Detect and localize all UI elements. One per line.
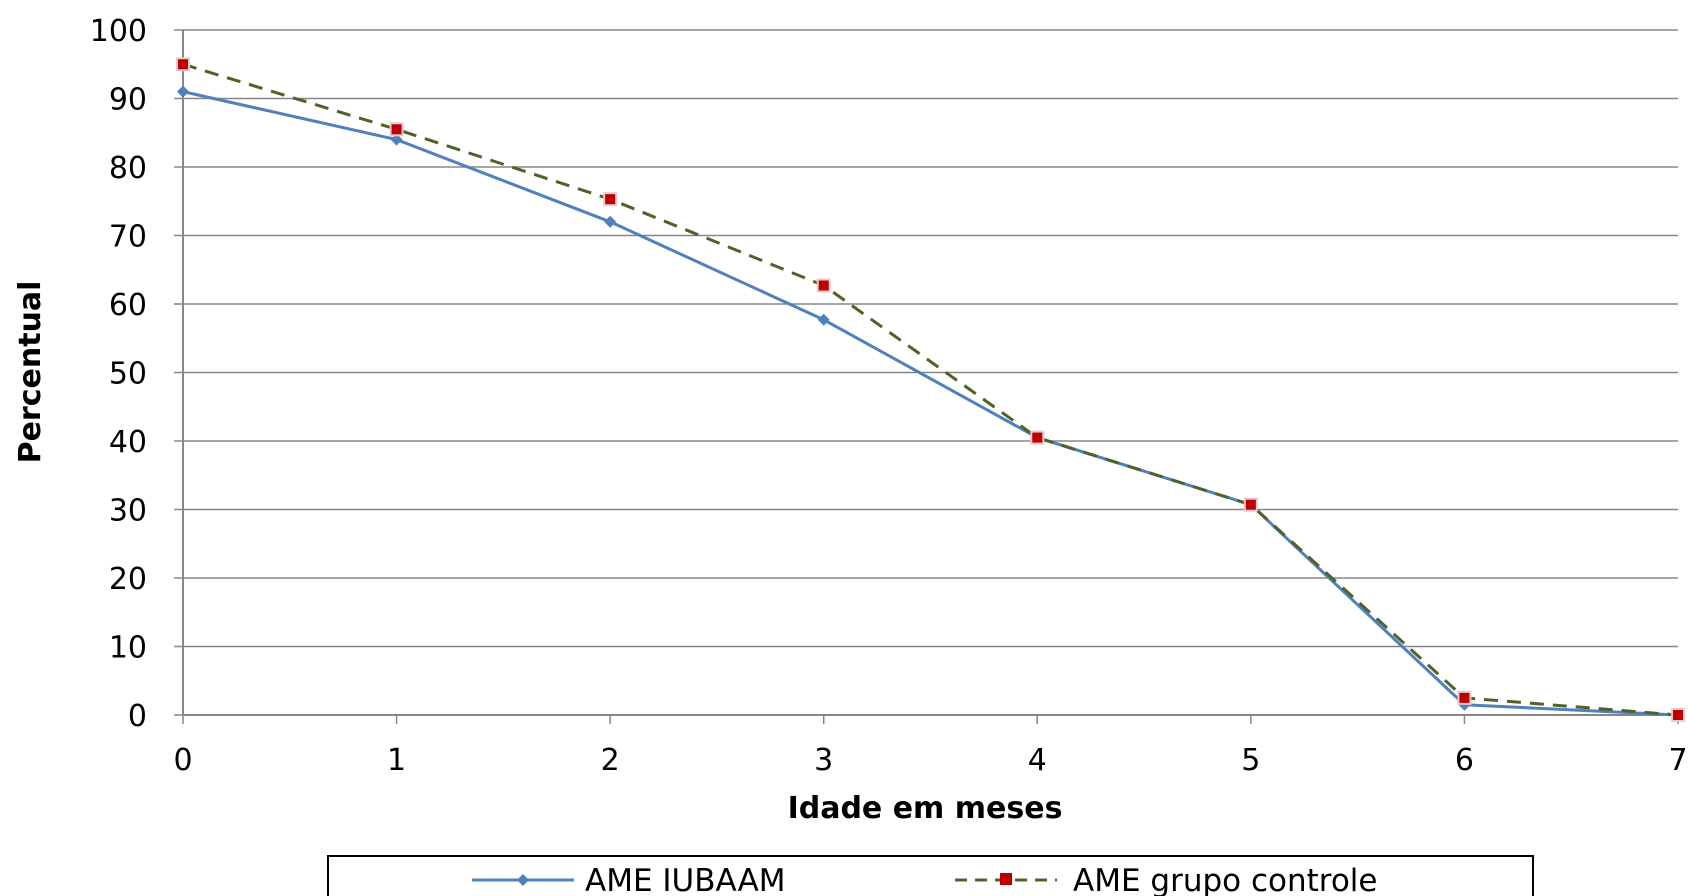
grid-lines [174, 29, 1679, 724]
data-point-series-2 [389, 122, 404, 137]
y-tick-label: 0 [128, 699, 147, 734]
data-point-series-1 [817, 313, 830, 326]
data-point-series-1 [390, 133, 403, 146]
legend-label-series-2: AME grupo controle [1073, 863, 1378, 896]
data-point-series-1 [604, 215, 617, 228]
y-tick-label: 50 [109, 357, 147, 392]
y-tick-label: 10 [109, 631, 147, 666]
series-layer [176, 57, 1685, 722]
x-tick-label: 1 [387, 743, 406, 778]
y-tick-label: 90 [109, 83, 147, 118]
legend-label-series-1: AME IUBAAM [585, 863, 786, 896]
y-tick-label: 20 [109, 562, 147, 597]
y-tick-label: 30 [109, 494, 147, 529]
series-line-2 [182, 62, 1679, 717]
x-tick-label: 3 [814, 743, 833, 778]
data-point-series-2 [176, 57, 190, 72]
y-tick-labels: 0 10 20 30 40 50 60 70 80 90 100 [90, 14, 147, 734]
data-point-series-2 [1243, 497, 1258, 512]
axes [182, 30, 1678, 716]
x-tick-label: 7 [1668, 743, 1687, 778]
data-point-series-1 [177, 85, 189, 98]
x-tick-label: 6 [1455, 743, 1474, 778]
x-tick-label: 4 [1028, 743, 1047, 778]
x-axis-title: Idade em meses [788, 791, 1063, 826]
data-point-series-2 [1671, 708, 1685, 722]
legend-marker-series-2 [1000, 873, 1012, 885]
legend-box [327, 855, 1534, 896]
data-point-series-2 [1457, 690, 1472, 705]
data-point-series-2 [603, 192, 618, 207]
x-tick-labels: 0 1 2 3 4 5 6 7 [173, 743, 1687, 778]
y-tick-label: 100 [90, 14, 147, 49]
legend-marker-series-1 [517, 874, 529, 886]
data-point-series-2 [816, 278, 831, 293]
y-axis-title: Percentual [13, 281, 48, 464]
legend: AME IUBAAM AME grupo controle [327, 855, 1534, 896]
y-tick-label: 80 [109, 151, 147, 186]
x-tick-label: 0 [173, 743, 192, 778]
series-line-1 [182, 90, 1679, 717]
x-tick-label: 5 [1241, 743, 1260, 778]
x-tick-label: 2 [601, 743, 620, 778]
y-tick-label: 60 [109, 288, 147, 323]
data-point-series-2 [1030, 430, 1045, 445]
y-tick-label: 40 [109, 425, 147, 460]
y-tick-label: 70 [109, 220, 147, 255]
